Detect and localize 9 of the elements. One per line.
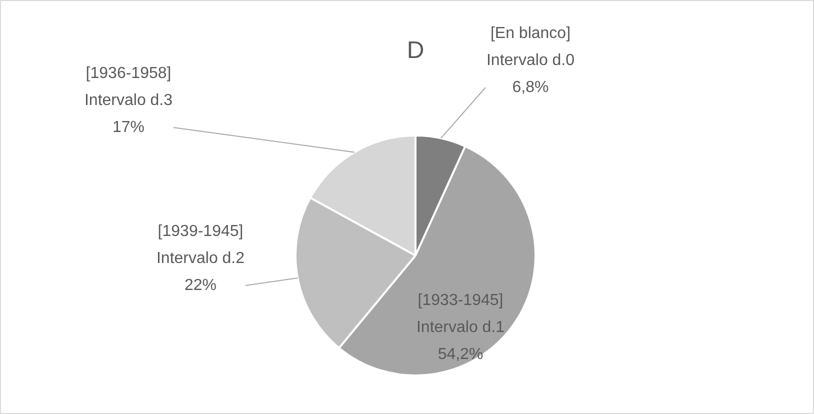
- data-label: 6,8%: [512, 79, 549, 96]
- slice-label: [1933-1945] Intervalo d.1: [416, 292, 505, 336]
- text: D: [406, 37, 424, 64]
- slice-label: [1939-1945] Intervalo d.2: [156, 223, 245, 267]
- data-label: 54,2%: [438, 346, 484, 363]
- slice-label: [En blanco] Intervalo d.0: [486, 25, 575, 69]
- data-label: 22%: [184, 277, 217, 294]
- slice-label: [1936-1958] Intervalo d.3: [84, 65, 173, 109]
- data-label: 17%: [112, 119, 145, 136]
